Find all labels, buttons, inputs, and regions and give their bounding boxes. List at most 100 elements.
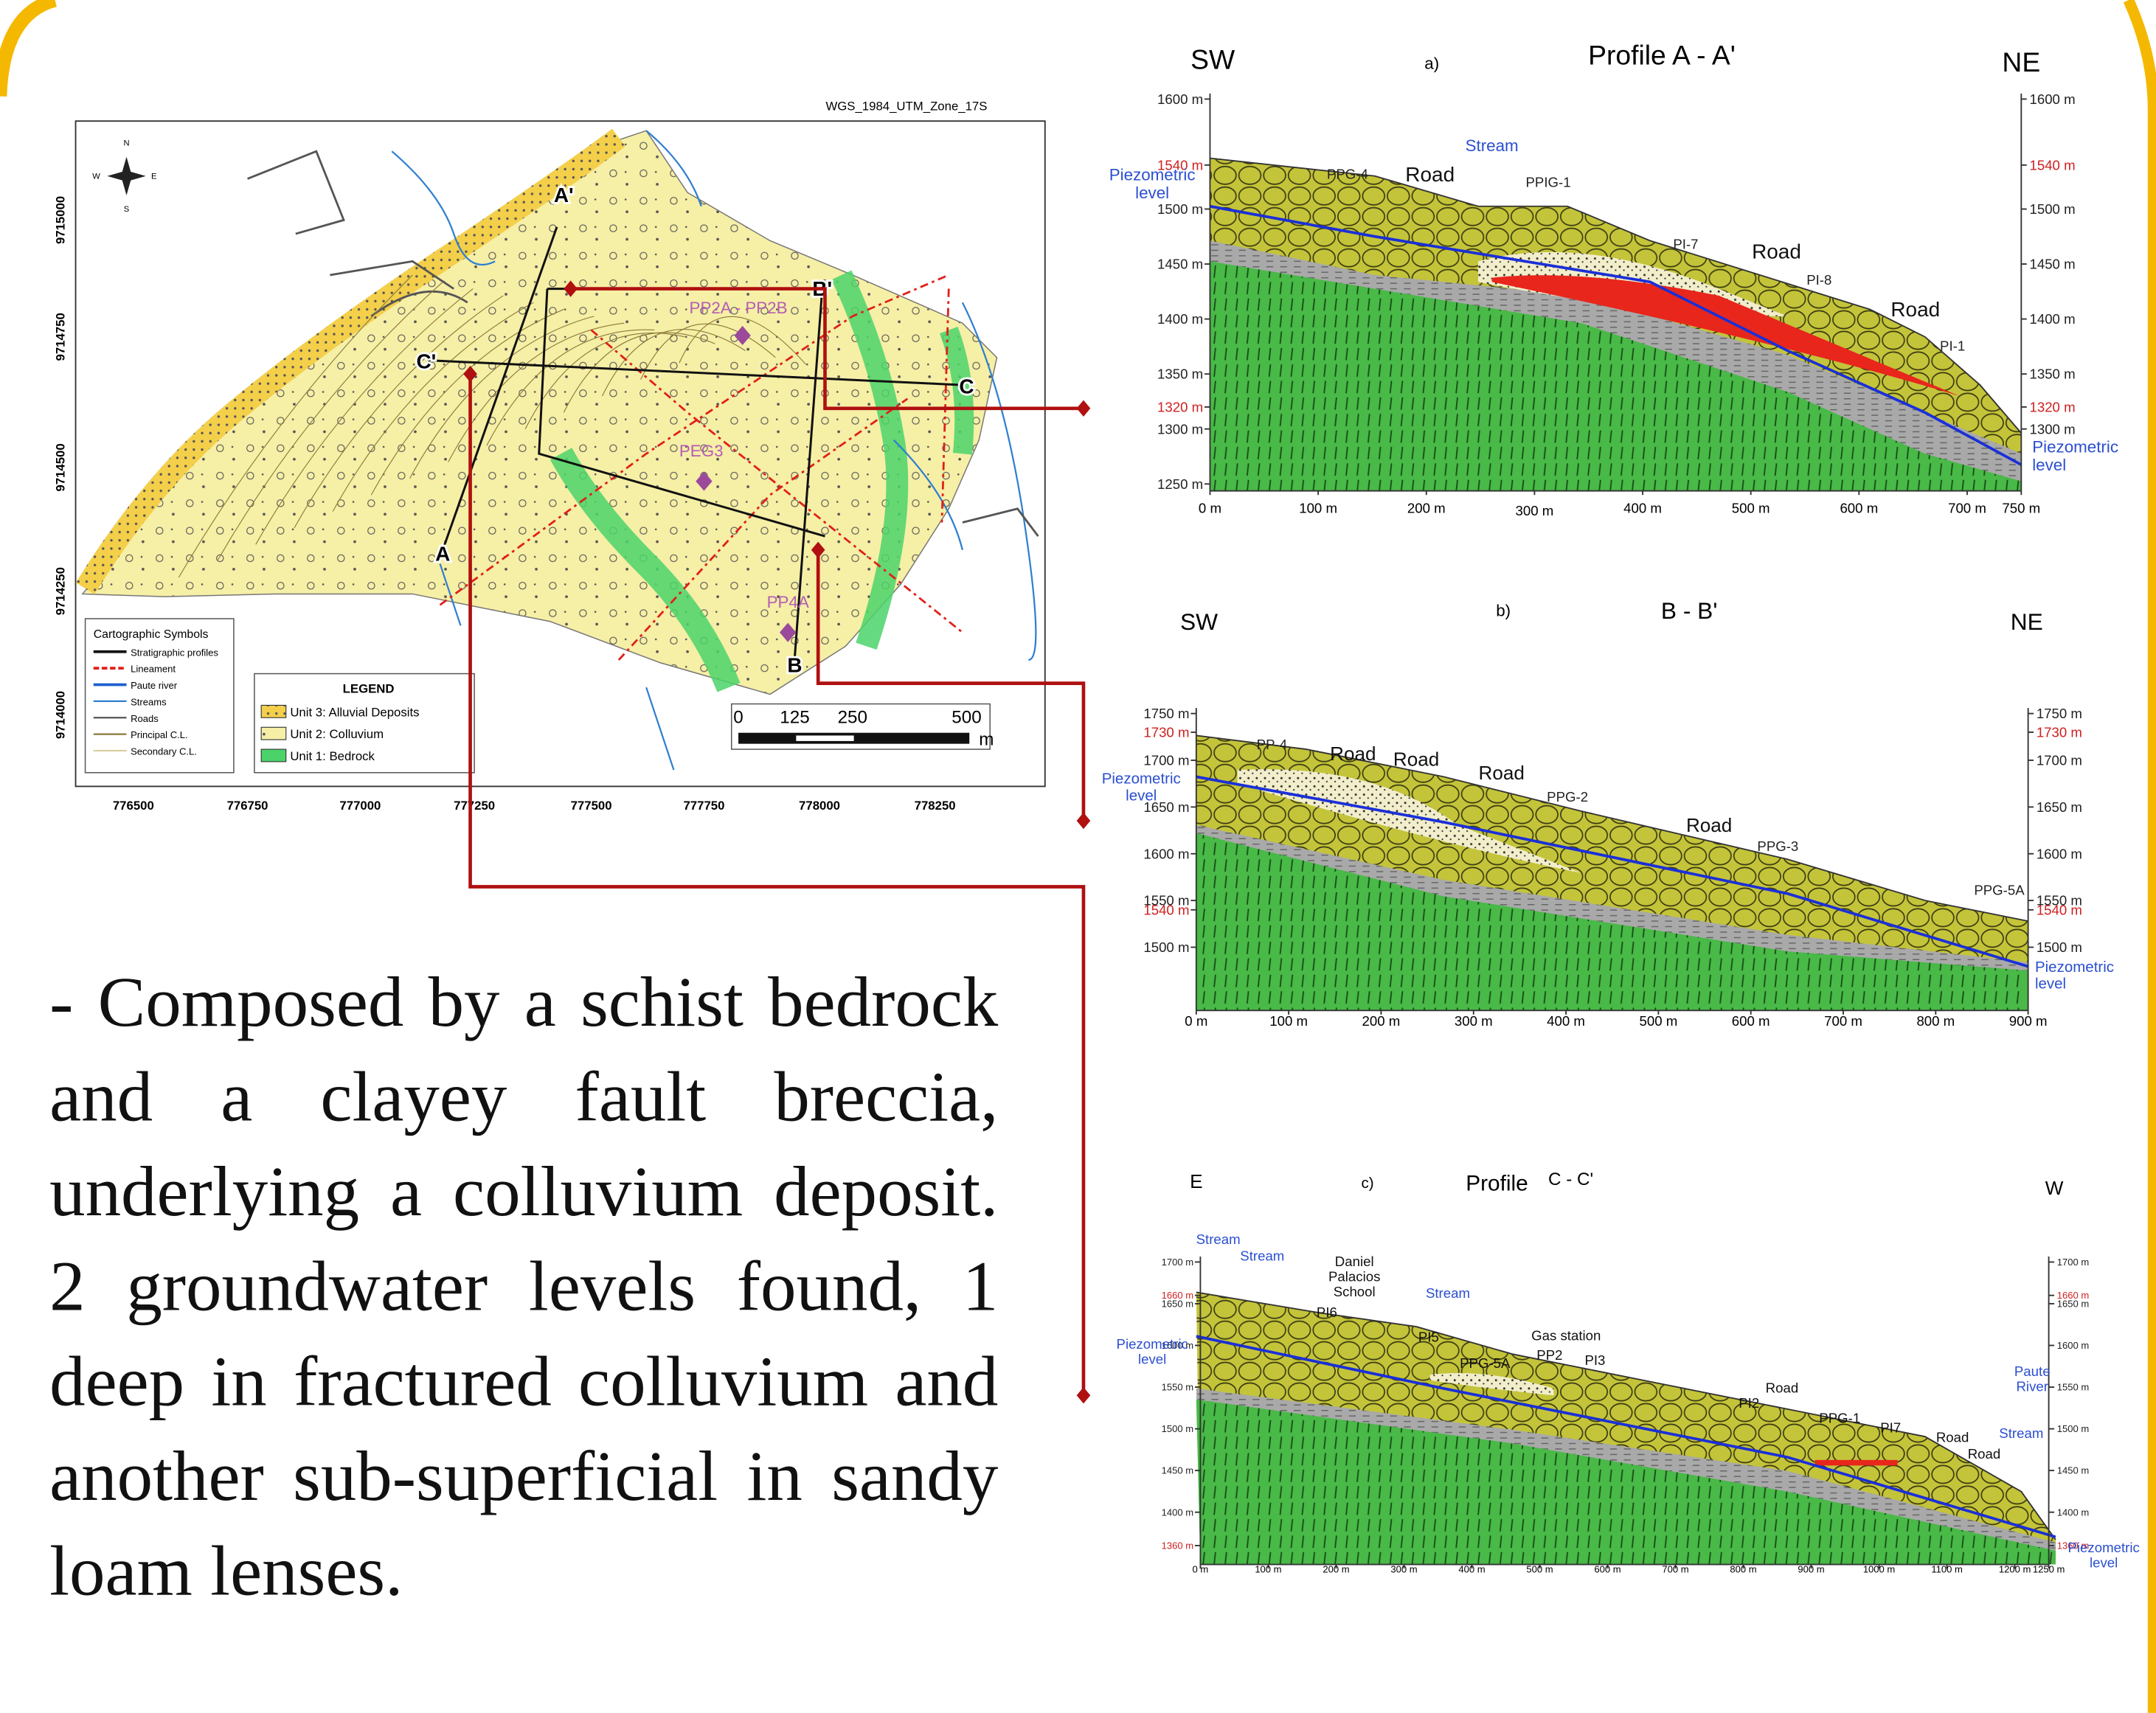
profile-annotation: Stream [1196, 1231, 1241, 1247]
profile-end: A [435, 543, 450, 566]
projection: WGS_1984_UTM_Zone_17S [825, 99, 987, 113]
symbol-label: Roads [131, 713, 159, 724]
site-label: PP2A - PP2B [690, 299, 788, 317]
legend-label: Unit 2: Colluvium [290, 727, 384, 741]
profile-tag: a) [1424, 54, 1439, 72]
scale-bar-gap [796, 735, 853, 740]
elevation-label: 1450 m [2057, 1465, 2089, 1476]
elevation-label: 1360 m [1162, 1540, 1193, 1552]
scale-label: 0 [733, 708, 743, 728]
profile-annotation: Road [1968, 1446, 2001, 1462]
distance-label: 600 m [1594, 1564, 1621, 1575]
elevation-label: 1350 m [2029, 366, 2075, 382]
distance-label: 600 m [1840, 500, 1878, 515]
distance-label: 500 m [1526, 1564, 1553, 1575]
elevation-label: 1600 m [1143, 846, 1189, 861]
elevation-label: 1730 m [2037, 725, 2082, 740]
easting: 777500 [571, 799, 612, 813]
distance-label: 100 m [1299, 500, 1337, 515]
profile-annotation: DanielPalaciosSchool [1328, 1254, 1380, 1299]
easting: 776750 [227, 799, 268, 813]
easting: 778000 [799, 799, 840, 813]
profile-annotation: Stream [1466, 136, 1519, 155]
elevation-label: 1540 m [2029, 157, 2075, 173]
easting: 776500 [113, 799, 154, 813]
elevation-label: 1750 m [2037, 706, 2082, 721]
distance-label: 1250 m [2033, 1564, 2065, 1575]
profile-annotation: PPG-4 [1327, 166, 1368, 181]
distance-label: 1100 m [1931, 1564, 1963, 1575]
profile-section: C - C' [1548, 1170, 1593, 1189]
profile-tag: c) [1362, 1175, 1374, 1192]
elevation-label: 1500 m [2057, 1423, 2089, 1434]
profile-annotation: Gas station [1531, 1328, 1601, 1344]
profile-annotation: PauteRiver [2014, 1363, 2051, 1394]
symbol-label: Paute river [131, 680, 178, 691]
distance-label: 100 m [1255, 1564, 1281, 1575]
profile-annotation: PI-8 [1806, 272, 1831, 288]
profile-end: A' [554, 184, 574, 206]
scale-label: m [979, 730, 994, 750]
elevation-label: 1700 m [1162, 1257, 1193, 1268]
profile-annotation: Road [1936, 1430, 1969, 1445]
site-label: PEG3 [679, 442, 724, 460]
map: WGS_1984_UTM_Zone_17SNESW971500097147509… [54, 99, 1045, 813]
elevation-label: 1700 m [2057, 1257, 2089, 1268]
elevation-label: 1500 m [1143, 939, 1189, 955]
profile-annotation: PP2 [1536, 1347, 1562, 1363]
distance-label: 800 m [1916, 1013, 1955, 1029]
page: {"map":{"projection":"WGS_1984_UTM_Zone_… [0, 0, 2156, 1713]
distance-label: 100 m [1269, 1013, 1308, 1029]
distance-label: 900 m [2009, 1013, 2048, 1029]
profile-annotation: PI-1 [1940, 338, 1965, 353]
distance-label: 400 m [1623, 500, 1662, 515]
elevation-label: 1650 m [2037, 799, 2082, 815]
easting: 777000 [339, 799, 381, 813]
elevation-label: 1500 m [1162, 1423, 1193, 1434]
distance-label: 500 m [1639, 1013, 1677, 1029]
elevation-label: 1300 m [1157, 421, 1203, 437]
legend-swatch [261, 727, 286, 740]
northing: 9714500 [54, 443, 68, 491]
description: - Composed by a schist bedrock and a cla… [49, 956, 998, 1619]
elevation-label: 1650 m [2057, 1299, 2089, 1310]
profile-title: Profile [1466, 1171, 1528, 1195]
profile-end: B [787, 654, 802, 677]
symbol-label: Secondary C.L. [131, 746, 197, 757]
elevation-label: 1400 m [2057, 1507, 2089, 1518]
profile-left: SW [1190, 44, 1235, 74]
elevation-label: 1540 m [2037, 902, 2082, 917]
elevation-label: 1550 m [2057, 1382, 2089, 1393]
profile-end: C' [416, 350, 436, 373]
elevation-label: 1730 m [1143, 725, 1189, 740]
profile-annotation: PPG-5A [1974, 883, 2025, 898]
profile-title: B - B' [1661, 597, 1717, 624]
elevation-label: 1550 m [1162, 1382, 1193, 1393]
symbol-label: Principal C.L. [131, 729, 187, 740]
elevation-label: 1600 m [2029, 91, 2075, 107]
legend-swatch [261, 749, 286, 762]
profile-right: NE [2011, 608, 2043, 635]
distance-label: 600 m [1732, 1013, 1770, 1029]
northing: 9714250 [54, 567, 68, 615]
distance-label: 500 m [1732, 500, 1770, 515]
distance-label: 300 m [1390, 1564, 1417, 1575]
profile-annotation: PI-7 [1673, 237, 1698, 252]
distance-label: 200 m [1323, 1564, 1349, 1575]
distance-label: 300 m [1455, 1013, 1493, 1029]
distance-label: 750 m [2002, 500, 2040, 515]
elevation-label: 1650 m [1162, 1299, 1193, 1310]
distance-label: 1200 m [1999, 1564, 2031, 1575]
profile-left: E [1190, 1170, 1202, 1192]
elevation-label: 1450 m [2029, 257, 2075, 272]
profile-annotation: PPG-5A [1460, 1355, 1511, 1371]
scale-label: 500 [952, 708, 981, 728]
compass-label: W [92, 172, 100, 181]
elevation-label: 1320 m [1157, 399, 1203, 414]
distance-label: 400 m [1547, 1013, 1585, 1029]
profile-annotation: PPG-2 [1547, 789, 1588, 805]
northing: 9714750 [54, 313, 68, 361]
distance-label: 700 m [1824, 1013, 1862, 1029]
distance-label: 700 m [1948, 500, 1986, 515]
northing: 9714000 [54, 691, 68, 739]
